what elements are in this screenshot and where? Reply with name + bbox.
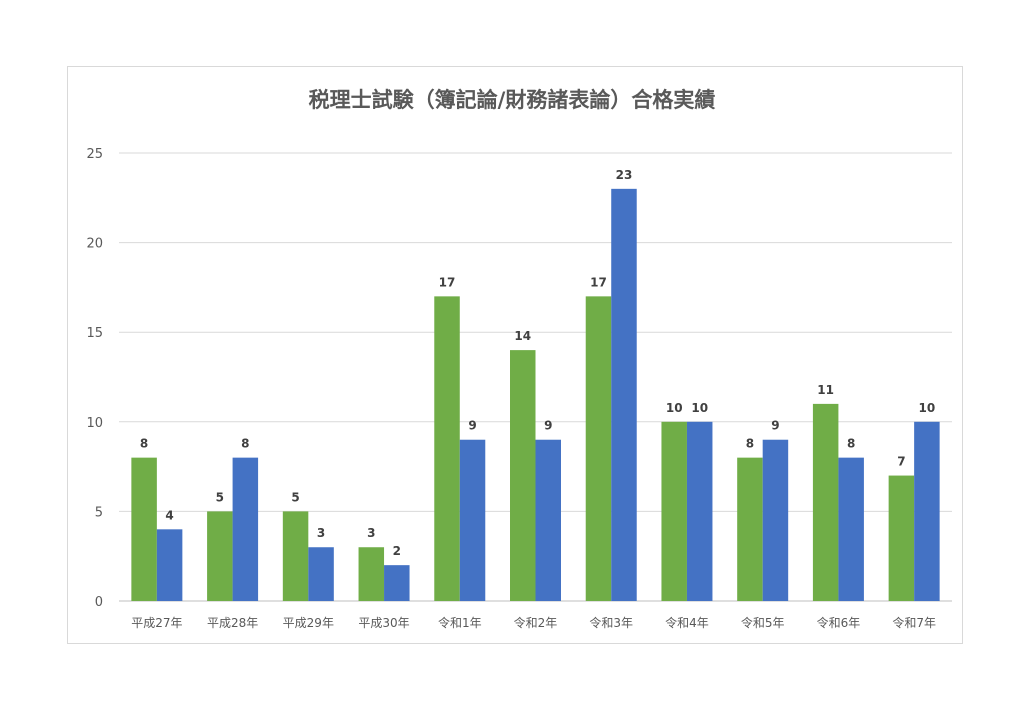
bar [131, 457, 157, 601]
data-label: 7 [897, 455, 905, 469]
bar [459, 439, 486, 601]
bar [384, 565, 410, 601]
bar [358, 547, 385, 601]
data-label: 11 [817, 383, 834, 397]
data-label: 3 [317, 526, 325, 540]
y-tick-label: 25 [86, 147, 103, 162]
bar [282, 511, 309, 601]
x-tick-label: 平成30年 [358, 616, 409, 630]
x-tick-label: 平成29年 [283, 616, 334, 630]
data-label: 10 [919, 401, 936, 415]
data-label: 4 [165, 508, 173, 522]
y-tick-label: 5 [95, 505, 103, 520]
x-tick-label: 平成28年 [207, 616, 258, 630]
data-label: 9 [468, 419, 476, 433]
data-label: 5 [216, 490, 224, 504]
bar [308, 547, 334, 601]
bar [737, 457, 763, 601]
data-label: 9 [771, 419, 779, 433]
data-label: 17 [590, 275, 607, 289]
x-tick-label: 令和7年 [892, 615, 936, 630]
data-label: 17 [439, 275, 456, 289]
data-label: 14 [514, 329, 531, 343]
x-tick-label: 平成27年 [131, 616, 182, 630]
data-label: 3 [367, 526, 375, 540]
data-label: 8 [847, 437, 855, 451]
bar [232, 457, 259, 601]
data-label: 8 [746, 437, 754, 451]
bar [434, 296, 460, 601]
data-label: 9 [544, 419, 552, 433]
y-tick-label: 20 [86, 237, 103, 252]
bar [888, 475, 915, 601]
data-label: 8 [140, 437, 148, 451]
bar [510, 350, 536, 601]
bar [611, 188, 637, 601]
x-tick-label: 令和1年 [438, 615, 482, 630]
data-label: 10 [691, 401, 708, 415]
bar [207, 511, 233, 601]
x-tick-label: 令和6年 [817, 615, 861, 630]
y-tick-label: 10 [86, 416, 103, 431]
y-tick-label: 15 [86, 326, 103, 341]
bar [535, 439, 561, 601]
bar [156, 529, 183, 601]
chart-title: 税理士試験（簿記論/財務諸表論）合格実績 [308, 88, 716, 112]
bar [585, 296, 612, 601]
bar [914, 421, 940, 601]
data-label: 10 [666, 401, 683, 415]
bar [762, 439, 789, 601]
data-label: 5 [291, 490, 299, 504]
data-label: 2 [393, 544, 401, 558]
x-tick-label: 令和2年 [514, 615, 558, 630]
bar [838, 457, 864, 601]
x-tick-label: 令和3年 [589, 615, 633, 630]
bar [686, 421, 713, 601]
data-label: 8 [241, 437, 249, 451]
x-tick-label: 令和4年 [665, 615, 709, 630]
x-tick-label: 令和5年 [741, 615, 785, 630]
y-tick-label: 0 [95, 595, 103, 610]
data-label: 23 [616, 168, 633, 182]
bar [661, 421, 687, 601]
bar [812, 403, 839, 601]
